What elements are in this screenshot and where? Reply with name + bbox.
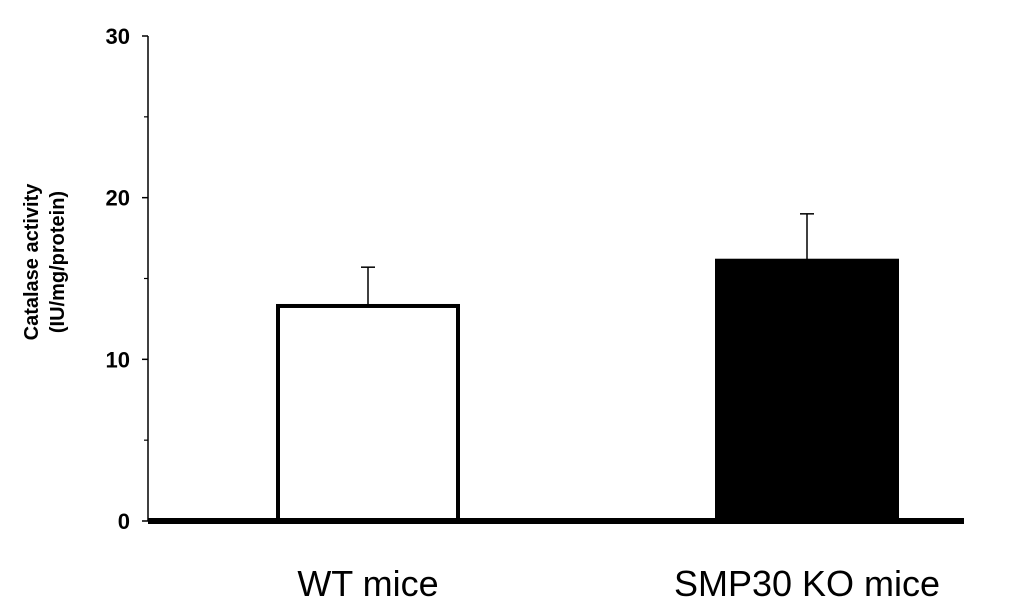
bar xyxy=(715,258,899,523)
y-axis-label-line1: Catalase activity xyxy=(21,183,43,341)
y-tick-label: 20 xyxy=(106,186,130,211)
y-tick-label: 30 xyxy=(106,24,130,49)
y-axis-label: Catalase activity (IU/mg/protein) xyxy=(21,183,69,341)
x-category-label: SMP30 KO mice xyxy=(674,563,940,604)
y-axis-label-line2: (IU/mg/protein) xyxy=(47,191,69,333)
bar xyxy=(276,303,460,523)
plot-area: 0 10 20 30 WT mice SMP30 KO mice xyxy=(106,24,964,604)
y-tick-label: 0 xyxy=(118,509,130,534)
x-category-label: WT mice xyxy=(297,563,438,604)
y-tick-label: 10 xyxy=(106,347,130,372)
